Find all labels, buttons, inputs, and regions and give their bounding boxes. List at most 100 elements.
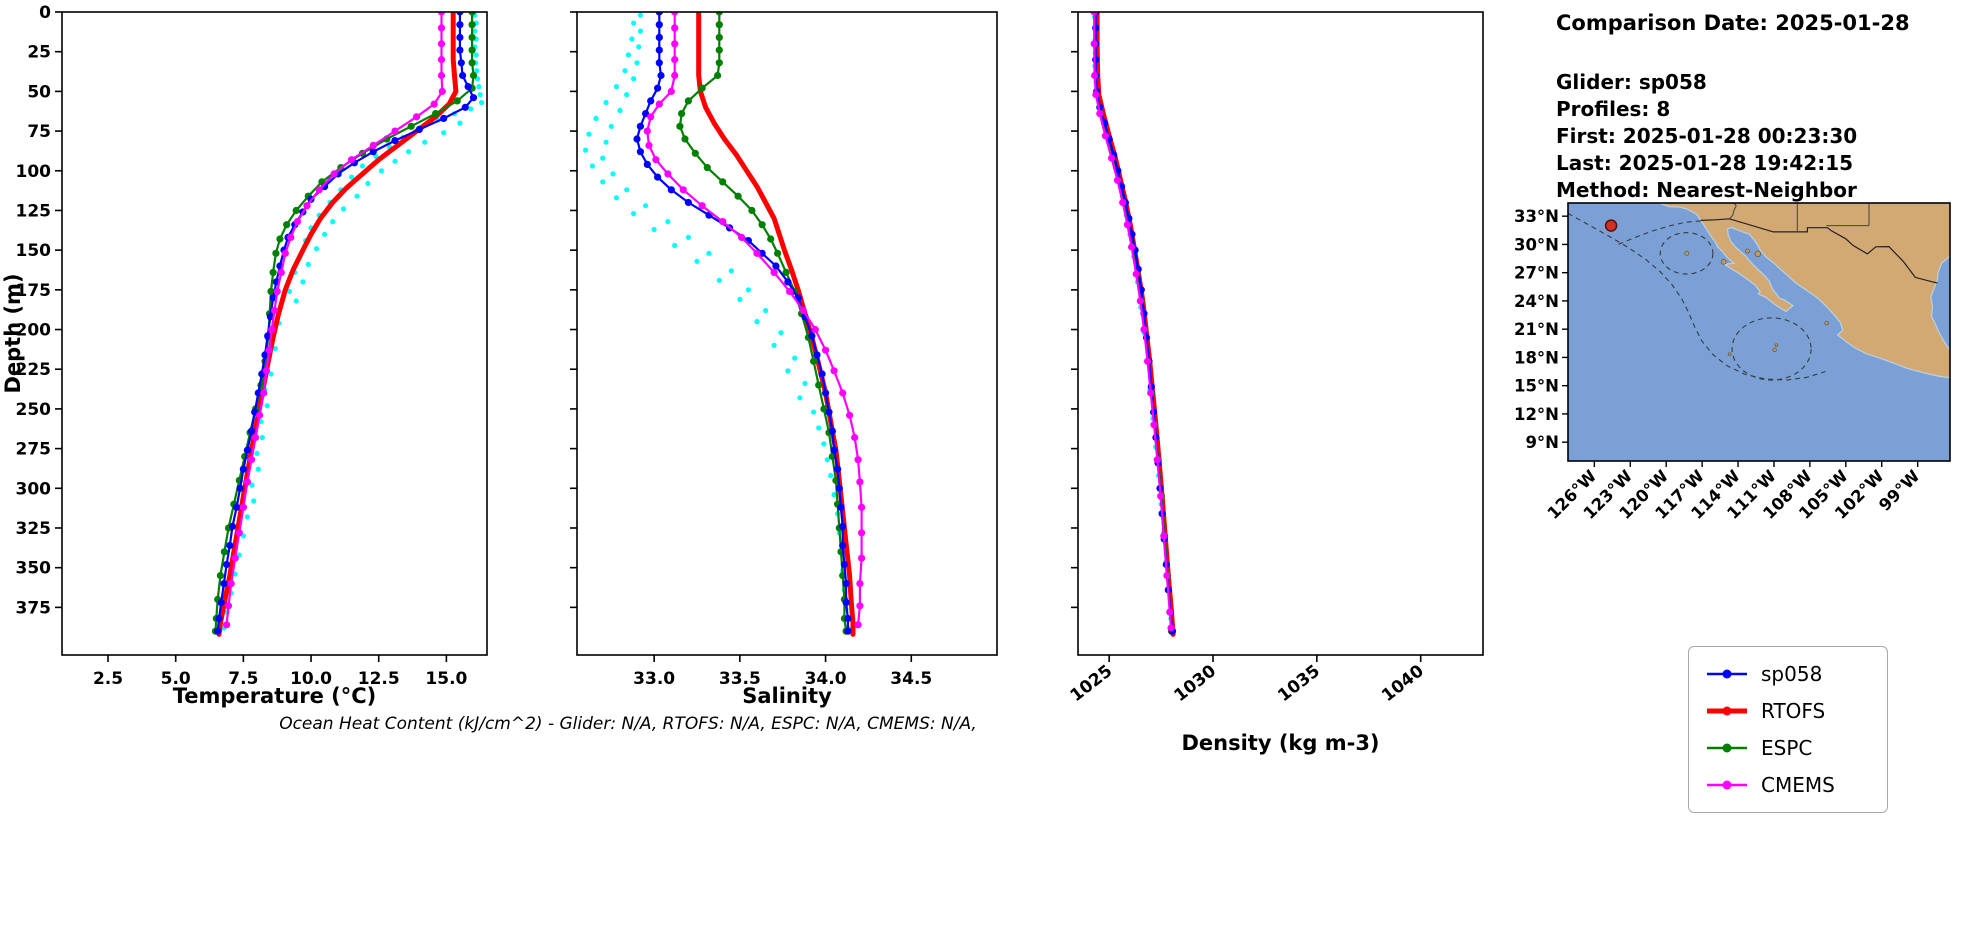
profile-plots: 2.5 5.0 7.5 10.0 12.5 15.0 0 25 50 75 100 125 150 175… [1,3,1484,755]
svg-text:150: 150 [16,241,52,261]
svg-text:375: 375 [16,598,52,618]
density-plot: 1025 1030 1035 1040 Density (kg m-3) [1067,11,1484,755]
svg-text:225: 225 [16,360,52,380]
island [1684,250,1690,256]
svg-text:200: 200 [16,321,52,341]
eez-ring-revillagigedo [1731,317,1812,381]
info-line: Profiles: 8 [1556,97,1671,121]
svg-text:33.5: 33.5 [719,669,761,689]
svg-text:34.0: 34.0 [805,669,847,689]
maritime-boundary [1568,212,1826,381]
legend-item-ESPC: ESPC [1705,733,1871,763]
svg-text:1030: 1030 [1170,661,1220,706]
x-ticks: 33.0 33.5 34.0 34.5 [633,655,932,689]
legend-marker-sp058 [1707,669,1747,679]
svg-text:2.5: 2.5 [93,669,123,689]
legend-marker-ESPC [1707,743,1747,753]
eez-ring-guadalupe [1659,232,1714,275]
svg-text:15°N: 15°N [1514,377,1559,396]
series-RTOFS [696,12,856,637]
x-ticks: 1025 1030 1035 1040 [1067,655,1428,706]
legend-label: RTOFS [1761,699,1826,723]
series-RTOFS [216,12,459,637]
svg-text:50: 50 [27,82,51,102]
series-CMEMS [1090,12,1175,632]
svg-text:33.0: 33.0 [633,669,675,689]
legend-marker-RTOFS [1707,706,1747,716]
info-line: Last: 2025-01-28 19:42:15 [1556,151,1854,175]
svg-text:27°N: 27°N [1514,264,1559,283]
svg-text:7.5: 7.5 [228,669,258,689]
svg-text:25: 25 [27,43,51,63]
svg-text:1025: 1025 [1067,661,1117,706]
legend-item-sp058: sp058 [1705,659,1871,689]
island [1772,347,1777,353]
y-ticks [570,11,577,609]
svg-text:12°N: 12°N [1514,405,1559,424]
svg-text:275: 275 [16,440,52,460]
legend-label: ESPC [1761,736,1813,760]
series-sp058 [214,12,478,635]
svg-text:5.0: 5.0 [161,669,191,689]
svg-text:1035: 1035 [1274,661,1324,706]
svg-text:15.0: 15.0 [425,669,467,689]
svg-text:75: 75 [27,122,51,142]
us-mexico-border [1700,218,1938,284]
svg-text:100: 100 [16,162,52,182]
glider-location-marker [1604,219,1618,232]
maritime-boundary [1618,220,1701,245]
legend-marker-CMEMS [1707,780,1747,790]
svg-text:175: 175 [16,281,52,301]
temperature-axis-label: Temperature (°C) [173,684,376,708]
island [1754,250,1762,258]
density-axis-label: Density (kg m-3) [1181,731,1379,755]
y-ticks: 0 25 50 75 100 125 150 175 200 225 250 275 300 325 350… [16,3,62,618]
series-CMEMS [223,12,446,629]
series-CMEMS [643,12,866,629]
map-frame [1567,202,1951,462]
svg-text:30°N: 30°N [1514,235,1559,254]
svg-text:33°N: 33°N [1514,207,1559,226]
svg-text:250: 250 [16,400,52,420]
legend-item-RTOFS: RTOFS [1705,696,1871,726]
y-ticks [1071,11,1078,609]
info-lines: Glider: sp058 Profiles: 8 First: 2025-01-2… [1556,69,1910,204]
series-sp058-raw [1092,14,1174,622]
state-border [1729,203,1737,220]
info-line: Method: Nearest-Neighbor [1556,178,1857,202]
island [1745,248,1751,254]
island [1824,320,1829,326]
legend-label: CMEMS [1761,773,1835,797]
location-map: 33°N 30°N 27°N 24°N 21°N 18°N 15°N 12°N 9°N 126°W… [1514,202,1951,523]
svg-text:350: 350 [16,559,52,579]
svg-text:18°N: 18°N [1514,348,1559,367]
map-lon-ticks: 126°W123°W120°W117°W114°W111°W108°W105°W… [1544,461,1923,523]
island [1720,259,1727,265]
svg-text:9°N: 9°N [1525,433,1559,452]
svg-text:325: 325 [16,519,52,539]
svg-text:300: 300 [16,479,52,499]
svg-text:1040: 1040 [1378,661,1428,706]
info-panel: Comparison Date: 2025-01-28 Glider: sp05… [1556,10,1910,204]
svg-text:24°N: 24°N [1514,292,1559,311]
info-line: Glider: sp058 [1556,70,1707,94]
salinity-plot: 33.0 33.5 34.0 34.5 Salinity [570,11,998,708]
svg-text:99°W: 99°W [1875,466,1923,514]
x-ticks: 2.5 5.0 7.5 10.0 12.5 15.0 [93,655,468,689]
svg-text:0: 0 [39,3,51,23]
island [1727,352,1732,356]
series-sp058 [633,12,852,635]
svg-text:12.5: 12.5 [358,669,400,689]
legend-item-CMEMS: CMEMS [1705,770,1871,800]
map-inset: 33°N 30°N 27°N 24°N 21°N 18°N 15°N 12°N 9°N 126°W… [1514,202,1951,523]
salinity-axis-label: Salinity [742,684,832,708]
ohc-footer: Ocean Heat Content (kJ/cm^2) - Glider: N… [279,714,977,734]
svg-text:21°N: 21°N [1514,320,1559,339]
svg-text:10.0: 10.0 [290,669,332,689]
temperature-plot: 2.5 5.0 7.5 10.0 12.5 15.0 0 25 50 75 100 125 150 175… [1,3,488,708]
comparison-date: Comparison Date: 2025-01-28 [1556,11,1910,35]
legend: sp058 RTOFS ESPC CMEMS [1688,646,1888,813]
island [1774,343,1779,347]
depth-axis-label: Depth (m) [1,273,25,393]
